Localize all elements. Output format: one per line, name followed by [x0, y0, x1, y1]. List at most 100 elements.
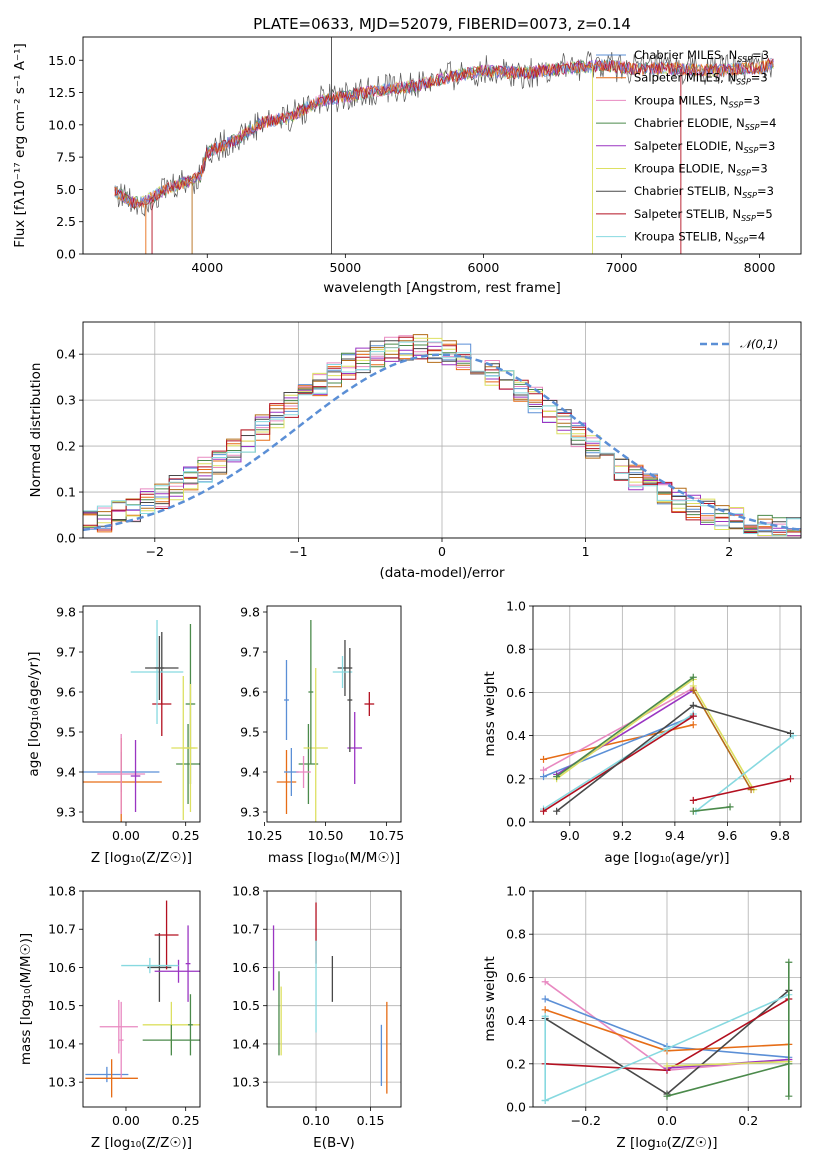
y-tick-label: 10.4 — [48, 1036, 76, 1051]
weight-marker — [689, 701, 697, 709]
data-point — [142, 1024, 200, 1056]
x-tick-label: 8000 — [744, 260, 776, 275]
y-tick-label: 0.0 — [506, 1100, 526, 1115]
weight-marker — [689, 721, 697, 729]
x-tick-label: 10.75 — [368, 828, 404, 843]
x-tick-label: 0.2 — [738, 1113, 758, 1128]
y-tick-label: 0.2 — [506, 1056, 526, 1071]
data-point — [118, 1001, 124, 1079]
legend-label: Kroupa MILES, NSSP=3 — [634, 93, 760, 109]
x-tick-label: 10.25 — [247, 828, 283, 843]
weight-line — [693, 806, 731, 812]
weight-series — [553, 673, 697, 781]
weight-line — [692, 685, 755, 791]
x-tick-label: 7000 — [606, 260, 638, 275]
y-tick-label: 0.8 — [506, 927, 526, 942]
y-tick-label: 9.5 — [56, 725, 76, 740]
x-axis-label: Z [log₁₀(Z/Z☉)] — [91, 850, 192, 866]
y-tick-label: 10.7 — [232, 922, 260, 937]
data-point — [364, 692, 375, 716]
x-axis-label: mass [log₁₀(M/M☉)] — [268, 850, 400, 866]
y-tick-label: 0.4 — [56, 347, 76, 362]
y-tick-label: 7.5 — [56, 150, 76, 165]
data-point — [347, 648, 353, 752]
panel-weight_vs_age: 9.0 9.2 9.4 9.6 9.8 0.0 0.2 0.4 0.6 0.8 1.0 age [lo… — [482, 599, 802, 866]
axes-frame — [82, 321, 802, 539]
weight-line — [692, 689, 752, 791]
y-axis-label: age [log₁₀(age/yr)] — [26, 651, 42, 776]
x-tick-label: 2 — [725, 544, 733, 559]
y-tick-label: 10.3 — [232, 1075, 260, 1090]
weight-marker — [689, 673, 697, 681]
data-point — [130, 620, 184, 724]
y-tick-label: 10.6 — [232, 960, 260, 975]
y-tick-label: 0.6 — [506, 685, 526, 700]
weight-line — [695, 734, 794, 812]
y-tick-label: 10.8 — [48, 884, 76, 899]
data-point — [147, 933, 172, 1002]
weight-series — [692, 732, 797, 815]
x-axis-label: wavelength [Angstrom, rest frame] — [323, 280, 561, 296]
plot-area-weight_vs_age — [533, 606, 801, 822]
y-tick-label: 0.0 — [56, 247, 76, 262]
weight-marker — [785, 1092, 793, 1100]
y-tick-label: 9.7 — [240, 645, 260, 660]
weight-marker — [541, 1012, 549, 1020]
x-axis-label: (data-model)/error — [379, 565, 505, 581]
weight-marker — [541, 1006, 549, 1014]
weight-marker — [553, 773, 561, 781]
data-point — [298, 724, 319, 804]
data-point — [85, 1059, 138, 1098]
panel-mass_vs_Z: 0.00 0.25 10.3 10.4 10.5 10.6 10.7 10.8 Z [log₁₀… — [18, 884, 201, 1151]
weight-marker — [689, 807, 697, 815]
y-axis-label: mass [log₁₀(M/M☉)] — [18, 933, 34, 1065]
legend-label: Chabrier ELODIE, NSSP=4 — [634, 116, 776, 132]
weight-line — [543, 713, 694, 810]
panel-age_vs_mass: 10.25 10.50 10.75 9.3 9.4 9.5 9.6 9.7 9.8 mass [l… — [240, 605, 404, 867]
y-tick-label: 10.7 — [48, 922, 76, 937]
x-tick-label: −0.2 — [571, 1113, 601, 1128]
y-axis-label: Flux [fλ10⁻¹⁷ erg cm⁻² s⁻¹ A⁻¹] — [12, 43, 28, 248]
y-tick-label: 12.5 — [48, 85, 76, 100]
y-tick-label: 9.6 — [240, 685, 260, 700]
weight-marker — [540, 755, 548, 763]
axes-frame — [82, 36, 802, 255]
plot-area-mass_vs_Z — [85, 900, 200, 1098]
weight-marker — [541, 1097, 549, 1105]
data-point — [188, 994, 193, 1056]
legend-label: Salpeter MILES, NSSP=3 — [634, 71, 768, 87]
data-point — [176, 724, 200, 804]
y-tick-label: 1.0 — [506, 884, 526, 899]
legend-label: Salpeter ELODIE, NSSP=3 — [634, 139, 775, 155]
y-tick-label: 1.0 — [506, 599, 526, 614]
y-tick-label: 9.8 — [240, 605, 260, 620]
data-point — [97, 734, 146, 814]
data-point — [183, 684, 198, 812]
y-axis-label: Normed distribution — [28, 363, 44, 498]
x-axis-label: Z [log₁₀(Z/Z☉)] — [91, 1135, 192, 1151]
axes-frame — [532, 890, 802, 1108]
axes-frame — [82, 605, 201, 823]
weight-marker — [541, 978, 549, 986]
axes-frame — [82, 890, 201, 1108]
weight-marker — [540, 773, 548, 781]
plot-area-age_vs_Z — [83, 620, 200, 822]
y-tick-label: 0.2 — [56, 439, 76, 454]
weight-line — [556, 676, 694, 778]
figure-title: PLATE=0633, MJD=52079, FIBERID=0073, z=0… — [253, 15, 631, 33]
data-point — [154, 959, 200, 983]
data-point — [284, 660, 289, 740]
panel-mass_vs_EBV: 0.10 0.15 10.3 10.4 10.5 10.6 10.7 10.8 E(B-V) — [232, 884, 402, 1151]
x-tick-label: 6000 — [468, 260, 500, 275]
x-axis-label: Z [log₁₀(Z/Z☉)] — [616, 1135, 717, 1151]
legend-label: Kroupa STELIB, NSSP=4 — [634, 230, 765, 246]
weight-series — [785, 958, 793, 1100]
x-tick-label: 0.10 — [302, 1113, 330, 1128]
weight-marker — [663, 1092, 671, 1100]
y-tick-label: 0.1 — [56, 485, 76, 500]
weight-series — [689, 682, 758, 794]
axes-frame — [266, 605, 402, 823]
y-tick-label: 0.8 — [506, 642, 526, 657]
y-tick-label: 10.5 — [232, 998, 260, 1013]
data-point — [332, 656, 353, 688]
